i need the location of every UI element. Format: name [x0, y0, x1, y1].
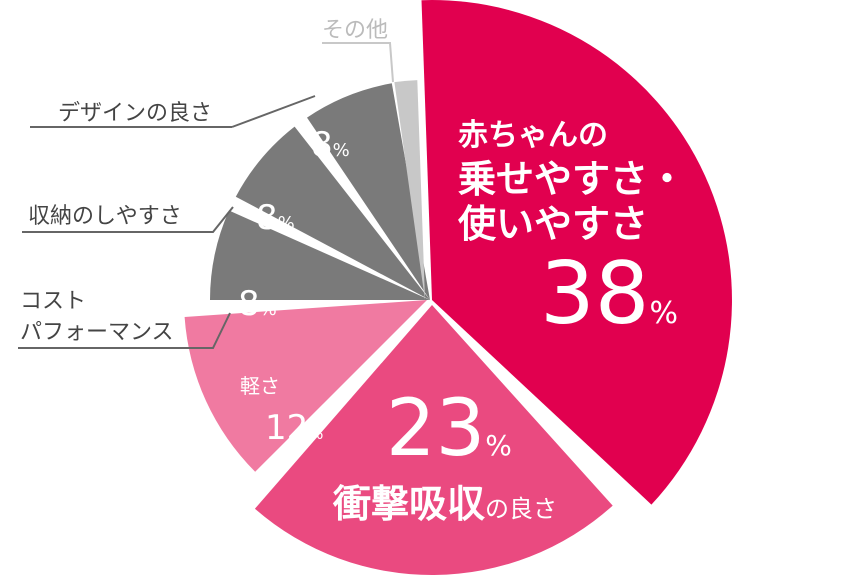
- label-lightness: 軽さ: [240, 374, 280, 398]
- slice-shock-absorption: [254, 305, 613, 575]
- label-ease-line2: 乗せやすさ・: [458, 157, 686, 201]
- label-ease-line3: 使いやすさ: [458, 202, 648, 246]
- slice-storage: [235, 126, 430, 300]
- leader-line-cost: [18, 312, 231, 349]
- value-ease-of-use: 38%: [540, 244, 678, 344]
- leader-line-storage: [22, 206, 234, 233]
- value-storage: 8%: [256, 198, 295, 238]
- leader-line-other: [322, 42, 394, 83]
- label-design: デザインの良さ: [58, 101, 212, 126]
- value-lightness: 12%: [265, 408, 323, 448]
- label-cost-line2: パフォーマンス: [20, 320, 174, 345]
- slice-design: [307, 83, 430, 300]
- leader-line-design: [231, 95, 316, 128]
- label-cost-line1: コスト: [20, 289, 86, 314]
- value-shock-absorption: 23%: [386, 384, 512, 474]
- label-ease-line1: 赤ちゃんの: [458, 118, 608, 153]
- value-cost: 8%: [238, 284, 277, 324]
- slice-ease-of-use: [421, 0, 732, 505]
- label-storage: 収納のしやすさ: [28, 204, 182, 229]
- label-shock-absorption: 衝撃吸収の良さ: [332, 482, 557, 526]
- value-design: 8%: [311, 125, 350, 165]
- label-other: その他: [322, 18, 388, 43]
- slice-lightness: [184, 300, 427, 472]
- slice-cost-performance: [209, 210, 430, 300]
- slice-other: [394, 80, 425, 300]
